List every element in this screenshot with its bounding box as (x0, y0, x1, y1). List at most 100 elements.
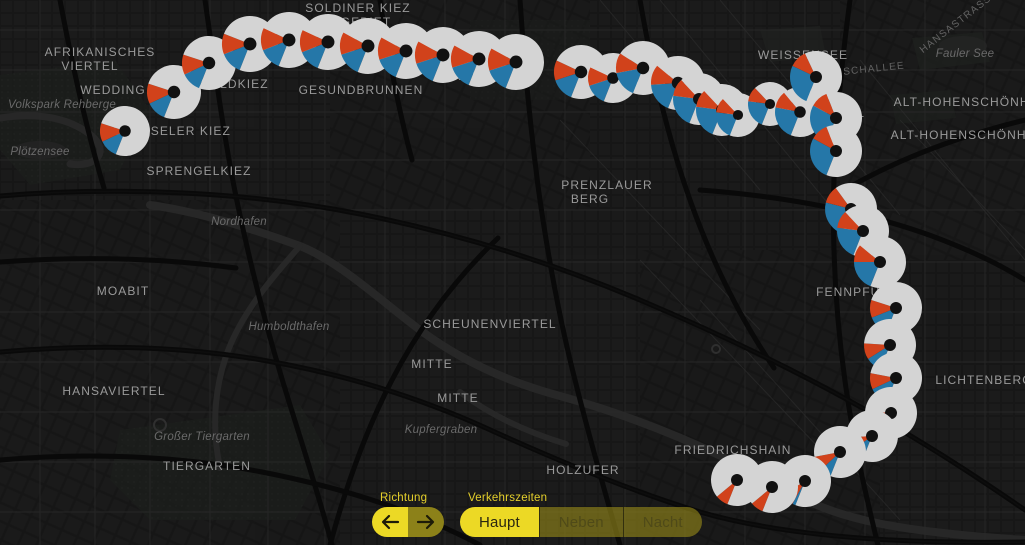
pie-slice (146, 83, 174, 104)
pie-center-dot (799, 475, 811, 487)
segment-divider (622, 507, 624, 537)
pie-slice (748, 87, 770, 104)
pie-slice (715, 112, 738, 136)
pie-center-dot (399, 44, 413, 58)
pie-chart-marker[interactable] (487, 33, 544, 90)
pie-slice (825, 187, 851, 209)
pie-center-dot (794, 106, 806, 118)
pie-slice (813, 126, 836, 151)
traffic-time-option-neben[interactable]: Neben (539, 507, 623, 537)
pie-slice (489, 62, 516, 89)
pie-slice (102, 131, 125, 155)
pie-center-dot (884, 339, 896, 351)
control-bar: Richtung (372, 492, 702, 537)
segment-divider (538, 507, 540, 537)
traffic-times-control-group: Verkehrszeiten Haupt Neben Nacht (460, 492, 702, 537)
pie-slice (414, 41, 443, 64)
pie-slice (751, 487, 772, 512)
pie-slice (651, 83, 678, 109)
pie-slice (555, 72, 581, 98)
pie-slice (863, 343, 890, 359)
pie-center-dot (732, 109, 744, 121)
pie-slice (747, 101, 770, 125)
direction-forward-button[interactable] (408, 507, 444, 537)
direction-control-group: Richtung (372, 492, 444, 537)
pie-chart-marker[interactable] (99, 105, 150, 156)
pie-center-dot (890, 372, 902, 384)
pie-slice (826, 125, 863, 177)
pie-slice (792, 481, 805, 506)
traffic-time-option-haupt[interactable]: Haupt (460, 507, 539, 537)
pie-center-dot (167, 85, 181, 99)
pie-center-dot (472, 52, 486, 66)
pie-slice (696, 106, 722, 135)
pie-slice (869, 373, 896, 390)
pie-slice (452, 59, 479, 86)
pie-slice (837, 212, 863, 231)
pie-center-dot (810, 71, 822, 83)
pie-slice (673, 95, 699, 124)
pie-slice (825, 202, 851, 234)
pie-chart-marker[interactable] (810, 125, 863, 177)
pie-slice (854, 262, 880, 287)
pie-center-dot (321, 35, 335, 49)
pie-center-dot (834, 446, 846, 458)
traffic-times-toggle[interactable]: Haupt Neben Nacht (460, 507, 702, 537)
pie-center-dot (243, 37, 257, 51)
arrow-left-icon (380, 514, 400, 530)
pie-center-dot (574, 65, 588, 79)
pie-slice (696, 91, 722, 110)
pie-slice (813, 93, 836, 118)
pie-center-dot (361, 39, 375, 53)
pie-slice (792, 53, 816, 77)
pie-slice (868, 345, 890, 370)
pie-center-dot (202, 56, 216, 70)
pie-center-dot (866, 430, 878, 442)
pie-slice (223, 44, 250, 71)
pie-slice (416, 55, 443, 82)
pie-center-dot (731, 474, 743, 486)
pie-slice (775, 92, 800, 112)
pie-slice (810, 138, 836, 176)
traffic-times-caption: Verkehrszeiten (468, 492, 548, 504)
pie-slice (377, 37, 406, 60)
direction-toggle[interactable] (372, 507, 444, 537)
pie-slice (854, 245, 880, 262)
pie-chart-marker[interactable] (789, 50, 843, 103)
pie-slice (587, 67, 613, 86)
pie-center-dot (436, 48, 450, 62)
pie-center-dot (119, 125, 131, 137)
pie-center-dot (509, 55, 523, 69)
direction-back-button[interactable] (372, 507, 408, 537)
pie-slice (616, 68, 643, 94)
pie-center-dot (830, 112, 842, 124)
pie-slice (589, 78, 613, 102)
pie-slice (804, 50, 843, 103)
pie-slice (487, 48, 516, 71)
pie-slice (837, 227, 863, 256)
pie-slice (716, 98, 738, 115)
pie-slice (262, 40, 289, 67)
pie-center-dot (282, 33, 296, 47)
pie-slice (673, 80, 699, 99)
pie-center-dot (830, 145, 842, 157)
pie-slice (149, 92, 174, 118)
pie-slice (616, 53, 643, 74)
traffic-time-option-nacht[interactable]: Nacht (623, 507, 702, 537)
pie-slice (184, 63, 209, 89)
pie-slice (299, 30, 328, 53)
pie-chart-marker[interactable] (711, 453, 764, 506)
pie-slice (650, 65, 678, 85)
pie-slice (789, 65, 816, 102)
pie-center-dot (764, 98, 776, 110)
pie-center-dot (857, 225, 869, 237)
pie-center-dot (607, 72, 619, 84)
pie-slice (379, 51, 406, 78)
pie-center-dot (874, 256, 886, 268)
arrow-right-icon (416, 514, 436, 530)
pie-slice (774, 107, 800, 136)
pie-center-dot (766, 481, 778, 493)
pie-chart-marker[interactable] (854, 235, 907, 288)
